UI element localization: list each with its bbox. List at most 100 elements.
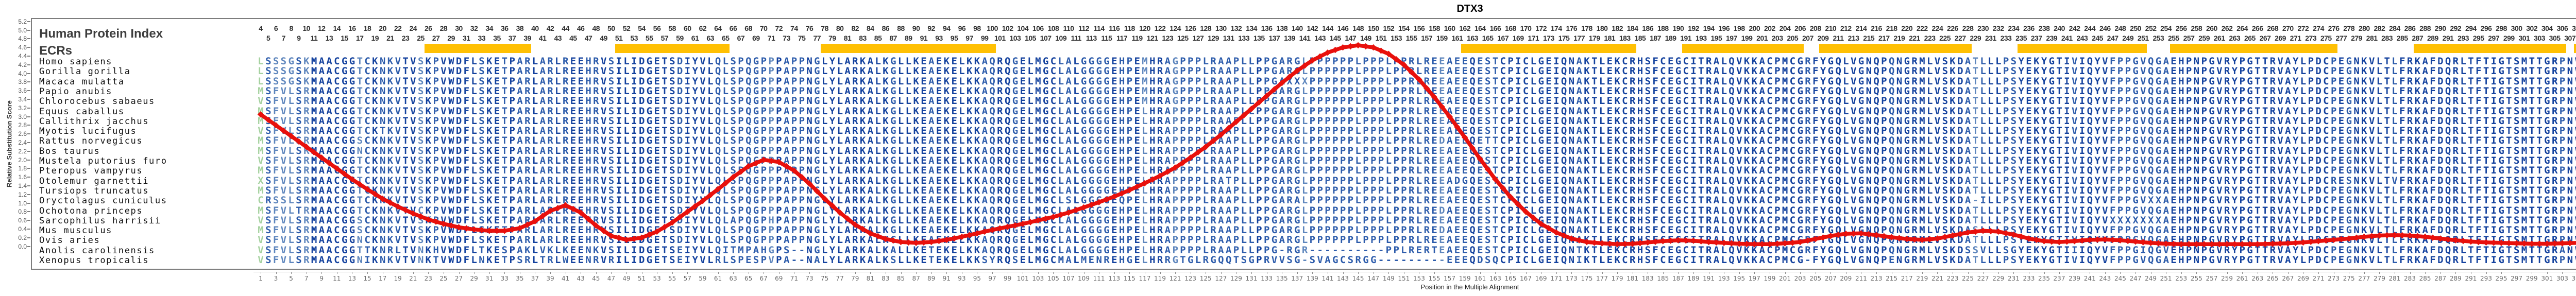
residue-cell: G <box>889 57 897 66</box>
residue-cell: P <box>1347 107 1354 116</box>
residue-cell: P <box>768 77 775 86</box>
residue-cell: E <box>2025 116 2033 126</box>
residue-cell: S <box>668 176 676 186</box>
residue-cell: L <box>1598 86 1606 96</box>
residue-cell: I <box>1690 77 1698 86</box>
residue-cell: I <box>615 116 623 126</box>
residue-cell: L <box>1842 136 1850 146</box>
residue-cell: K <box>973 107 981 116</box>
residue-cell: K <box>973 77 981 86</box>
residue-cell: C <box>1659 176 1667 186</box>
residue-cell: L <box>1240 156 1248 166</box>
residue-cell: C <box>1499 86 1507 96</box>
residue-cell: G <box>2345 107 2353 116</box>
residue-cell: Q <box>1835 96 1842 106</box>
residue-cell: C <box>333 166 341 176</box>
residue-cell: P <box>432 126 440 136</box>
residue-cell: K <box>882 86 890 96</box>
residue-cell: E <box>577 166 585 176</box>
residue-cell: S <box>295 166 303 176</box>
residue-cell: V <box>2368 126 2376 136</box>
residue-cell: S <box>280 66 287 76</box>
residue-cell: G <box>1903 166 1911 176</box>
residue-cell: F <box>2429 126 2437 136</box>
residue-cell: R <box>1705 77 1713 86</box>
residue-cell: K <box>1614 116 1621 126</box>
residue-cell: M <box>1034 57 1042 66</box>
residue-cell: P <box>1194 146 1202 156</box>
residue-cell: G <box>1903 86 1911 96</box>
residue-cell: R <box>2551 107 2558 116</box>
residue-cell: L <box>1926 126 1934 136</box>
residue-cell: D <box>1453 176 1461 186</box>
residue-cell: D <box>455 66 463 76</box>
residue-cell: H <box>1636 146 1644 156</box>
residue-cell: L <box>1994 136 2002 146</box>
residue-cell: K <box>859 166 867 176</box>
residue-cell: S <box>607 176 615 186</box>
residue-cell: P <box>2116 156 2124 166</box>
residue-cell: A <box>539 66 547 76</box>
residue-cell: A <box>927 96 935 106</box>
residue-cell: Y <box>2094 166 2102 176</box>
residue-cell: A <box>539 86 547 96</box>
residue-cell: S <box>668 107 676 116</box>
residue-cell: F <box>463 156 470 166</box>
residue-cell: C <box>1789 126 1797 136</box>
residue-cell: Q <box>1728 77 1736 86</box>
residue-cell: P <box>1400 156 1408 166</box>
residue-cell: V <box>2071 116 2078 126</box>
residue-cell: L <box>531 57 539 66</box>
residue-cell: L <box>1979 96 1987 106</box>
residue-cell: P <box>775 116 783 126</box>
residue-cell: L <box>2376 126 2383 136</box>
residue-cell: R <box>996 136 1004 146</box>
residue-cell: Q <box>1004 176 1011 186</box>
residue-cell: E <box>1667 166 1674 176</box>
residue-cell: G <box>2498 126 2505 136</box>
residue-cell: V <box>440 86 448 96</box>
residue-cell: A <box>1225 136 1232 146</box>
residue-cell: I <box>1552 96 1560 106</box>
residue-cell: L <box>1385 57 1393 66</box>
residue-cell: P <box>768 166 775 176</box>
residue-cell: P <box>1194 126 1202 136</box>
residue-cell: L <box>2299 166 2307 176</box>
residue-cell: Q <box>1560 146 1568 156</box>
residue-cell: P <box>1331 176 1339 186</box>
residue-cell: G <box>1270 166 1278 176</box>
residue-cell: S <box>1484 86 1492 96</box>
residue-cell: P <box>760 96 768 106</box>
residue-cell: G <box>2208 146 2216 156</box>
residue-cell: G <box>348 156 356 166</box>
residue-cell: V <box>2277 166 2284 176</box>
residue-cell: G <box>752 77 760 86</box>
residue-cell: E <box>1453 156 1461 166</box>
residue-cell: L <box>1979 166 1987 176</box>
residue-cell: G <box>2543 146 2551 156</box>
residue-cell: P <box>1309 66 1316 76</box>
residue-cell: L <box>2376 166 2383 176</box>
residue-cell: M <box>1781 126 1789 136</box>
residue-cell: L <box>257 66 265 76</box>
residue-cell: S <box>668 77 676 86</box>
residue-cell: A <box>326 166 333 176</box>
residue-cell: C <box>1621 96 1629 106</box>
residue-cell: K <box>943 156 951 166</box>
residue-cell: C <box>333 96 341 106</box>
residue-cell: R <box>547 136 554 146</box>
residue-cell: P <box>2200 57 2208 66</box>
residue-cell: G <box>1042 146 1049 156</box>
residue-cell: R <box>2551 66 2558 76</box>
residue-cell: V <box>600 77 607 86</box>
residue-cell: C <box>1766 156 1774 166</box>
residue-cell: K <box>973 86 981 96</box>
residue-cell: S <box>272 66 280 76</box>
residue-cell: L <box>1979 86 1987 96</box>
residue-cell: P <box>2116 136 2124 146</box>
residue-cell: E <box>935 107 943 116</box>
residue-cell: P <box>1187 107 1194 116</box>
residue-cell: G <box>348 176 356 186</box>
residue-cell: F <box>2398 146 2406 156</box>
residue-cell: L <box>897 166 905 176</box>
